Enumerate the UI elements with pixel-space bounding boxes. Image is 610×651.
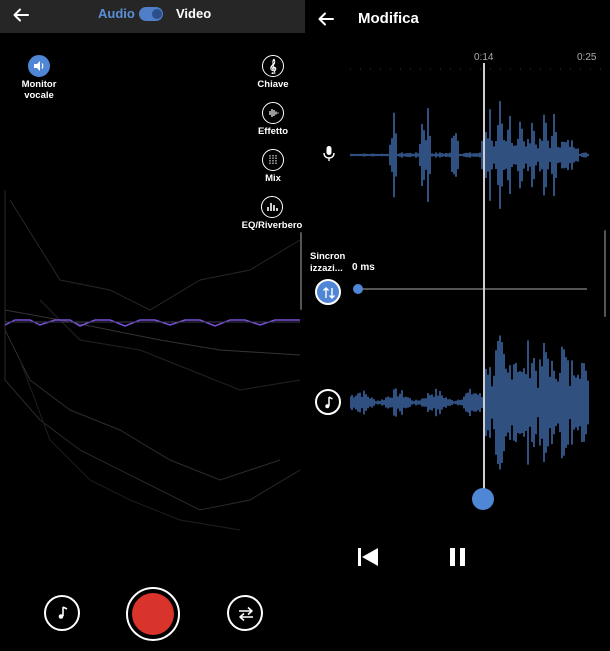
mix-tool-button[interactable]: Mix [248,149,298,184]
sync-slider-thumb[interactable] [353,284,363,294]
microphone-icon [323,146,335,161]
music-note-icon [325,396,333,409]
switch-knob [152,9,162,19]
eq-reverb-tool-label: EQ/Riverbero [241,220,303,231]
back-arrow-icon[interactable] [10,4,32,26]
waveform-icon [262,102,284,124]
left-scrollbar[interactable] [300,232,302,310]
time-marker-mid: 0:14 [474,52,494,63]
speaker-icon [28,55,50,77]
sync-value: 0 ms [352,262,375,273]
page-title: Modifica [358,10,419,27]
sync-slider-track[interactable] [358,288,587,290]
playhead-line[interactable] [483,63,485,491]
back-arrow-icon[interactable] [315,8,337,30]
equalizer-icon [261,196,283,218]
effect-tool-label: Effetto [257,126,289,137]
voice-monitor-button[interactable]: Monitor vocale [14,55,64,101]
time-marker-end: 0:25 [577,52,597,63]
video-toggle-label[interactable]: Video [176,6,212,21]
music-track-button[interactable] [315,389,341,415]
vocal-track-waveform[interactable] [350,100,590,210]
audio-toggle-label[interactable]: Audio [98,6,135,21]
record-button[interactable] [126,587,180,641]
record-icon [132,593,174,635]
mixer-icon [262,149,284,171]
timeline-ruler [350,68,610,70]
key-tool-button[interactable]: 𝄞 Chiave [248,55,298,90]
key-tool-label: Chiave [257,79,289,90]
top-bar: Audio Video [0,0,305,33]
sync-arrows-icon [323,287,335,299]
music-note-icon [58,606,68,619]
eq-reverb-tool-button[interactable]: EQ/Riverbero [238,196,305,231]
sync-label: Sincron izzazi... [310,251,346,274]
playhead-handle[interactable] [472,488,494,510]
right-scrollbar[interactable] [604,230,606,317]
voice-monitor-label: Monitor vocale [21,79,57,101]
music-track-waveform[interactable] [350,330,590,475]
svg-text:𝄞: 𝄞 [269,59,277,74]
effect-tool-button[interactable]: Effetto [248,102,298,137]
treble-clef-icon: 𝄞 [262,55,284,77]
swap-arrows-icon [239,606,253,622]
voice-visualizer [4,190,301,531]
skip-previous-icon[interactable] [357,546,379,568]
edit-screen: Modifica 0:14 0:25 Sincron izzazi... 0 m… [305,0,610,651]
pause-icon[interactable] [448,546,468,568]
music-note-button[interactable] [44,595,80,631]
mix-tool-label: Mix [265,173,281,184]
swap-button[interactable] [227,595,263,631]
audio-video-switch[interactable] [139,7,163,21]
sync-adjust-button[interactable] [315,279,341,305]
recording-screen: Audio Video Monitor vocale 𝄞 Chiave Effe… [0,0,305,641]
